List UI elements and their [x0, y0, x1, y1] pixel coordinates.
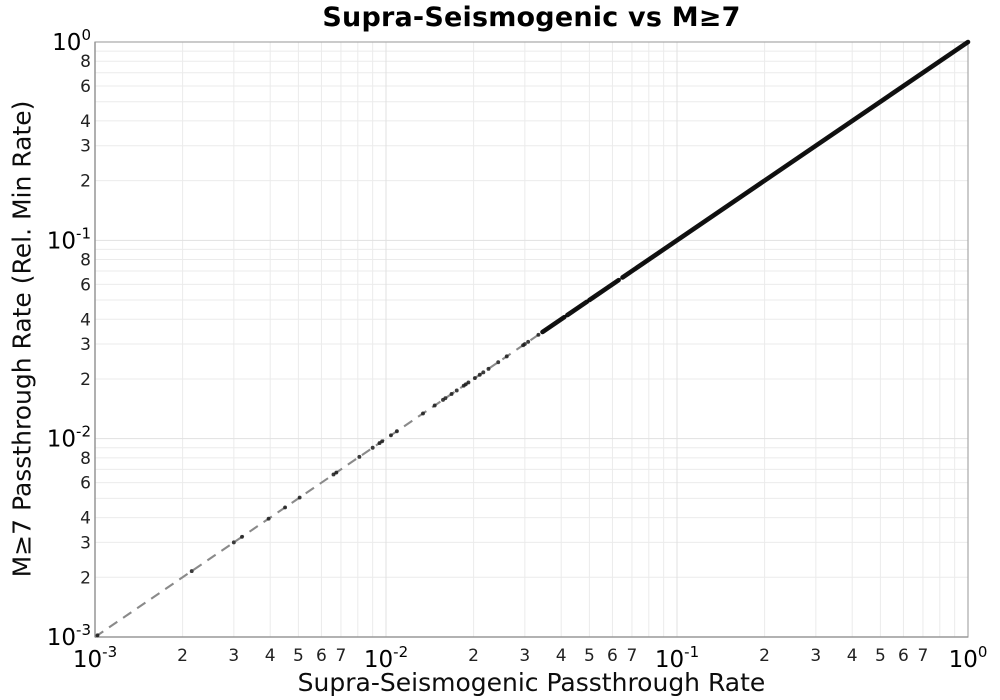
y-tick-label: 3	[80, 137, 91, 157]
x-tick-label: 4	[847, 646, 858, 666]
y-tick-label: 6	[80, 77, 91, 97]
y-tick-label: 3	[80, 533, 91, 553]
data-point	[240, 534, 244, 539]
data-point	[443, 396, 448, 401]
y-tick-label: 3	[80, 335, 91, 355]
x-tick-label: 2	[468, 646, 479, 666]
data-point	[477, 372, 482, 377]
data-point	[472, 376, 477, 381]
x-tick-label: 3	[228, 646, 239, 666]
y-tick-label: 8	[80, 52, 91, 72]
data-point	[481, 370, 486, 375]
x-tick-label: 7	[918, 646, 929, 666]
x-tick-label: 100	[949, 643, 988, 673]
y-tick-label: 6	[80, 275, 91, 295]
data-point	[536, 332, 541, 337]
y-tick-label: 100	[52, 26, 91, 56]
y-tick-label: 4	[80, 112, 91, 132]
x-tick-label: 10-1	[655, 643, 699, 673]
y-tick-label: 4	[80, 509, 91, 529]
x-tick-label: 7	[336, 646, 347, 666]
dense-band-segment	[620, 39, 971, 280]
x-tick-label: 3	[810, 646, 821, 666]
x-tick-label: 4	[265, 646, 276, 666]
data-point	[394, 429, 399, 434]
chart-title: Supra-Seismogenic vs M≥7	[322, 2, 741, 33]
x-tick-label: 2	[759, 646, 770, 666]
y-tick-label: 10-1	[47, 224, 91, 254]
data-point	[380, 439, 385, 444]
data-point	[283, 505, 288, 510]
y-axis-title: M≥7 Passthrough Rate (Rel. Min Rate)	[7, 100, 37, 578]
data-point	[449, 392, 454, 396]
data-point	[421, 411, 425, 416]
y-tick-label: 8	[80, 251, 91, 271]
x-tick-label: 6	[898, 646, 909, 666]
data-point	[526, 339, 531, 344]
dense-band-segment	[540, 314, 567, 335]
x-axis-title: Supra-Seismogenic Passthrough Rate	[297, 668, 766, 697]
data-point	[357, 454, 362, 459]
data-point	[95, 633, 100, 638]
y-tick-label: 2	[80, 568, 91, 588]
dense-band-segment	[587, 277, 621, 303]
data-point	[486, 366, 491, 371]
data-point	[331, 472, 336, 477]
data-point	[496, 360, 501, 365]
data-point	[189, 569, 194, 574]
x-tick-label: 5	[293, 646, 304, 666]
y-tick-label: 8	[80, 449, 91, 469]
x-tick-label: 5	[584, 646, 595, 666]
data-point	[334, 470, 339, 475]
dense-band-segment	[565, 299, 590, 318]
x-tick-label: 6	[607, 646, 618, 666]
x-tick-label: 10-3	[73, 643, 117, 673]
y-tick-label: 10-3	[47, 621, 91, 651]
y-tick-label: 2	[80, 370, 91, 390]
x-tick-label: 10-2	[364, 643, 408, 673]
y-tick-label: 2	[80, 172, 91, 192]
data-point	[370, 445, 375, 450]
data-point	[522, 342, 527, 346]
data-point	[432, 403, 437, 408]
x-tick-label: 4	[556, 646, 567, 666]
data-point	[454, 388, 459, 393]
x-tick-label: 5	[875, 646, 886, 666]
data-point	[231, 540, 236, 545]
data-points	[95, 332, 541, 638]
x-tick-label: 2	[177, 646, 188, 666]
data-point	[389, 433, 393, 438]
x-tick-label: 7	[627, 646, 638, 666]
y-tick-label: 6	[80, 474, 91, 494]
minor-grid-lines	[95, 42, 968, 637]
data-point	[266, 516, 271, 521]
x-tick-label: 6	[316, 646, 327, 666]
y-tick-label: 4	[80, 310, 91, 330]
plot-border	[94, 41, 969, 638]
data-point	[504, 354, 509, 359]
data-point	[297, 495, 302, 500]
y-tick-label: 10-2	[47, 423, 91, 453]
x-tick-label: 3	[519, 646, 530, 666]
dense-point-band	[540, 39, 971, 335]
data-point	[466, 380, 471, 385]
